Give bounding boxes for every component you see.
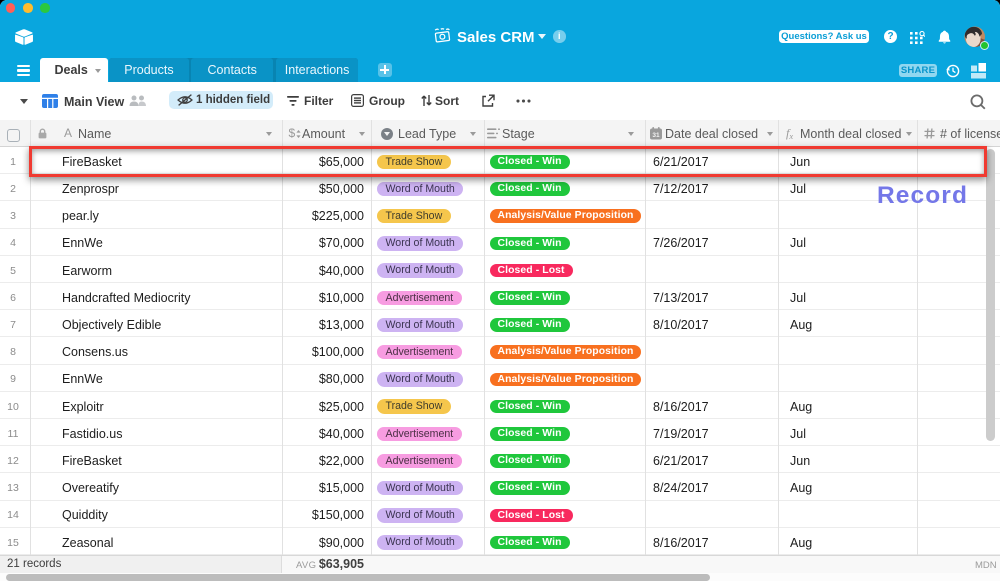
svg-text:31: 31	[652, 132, 660, 139]
